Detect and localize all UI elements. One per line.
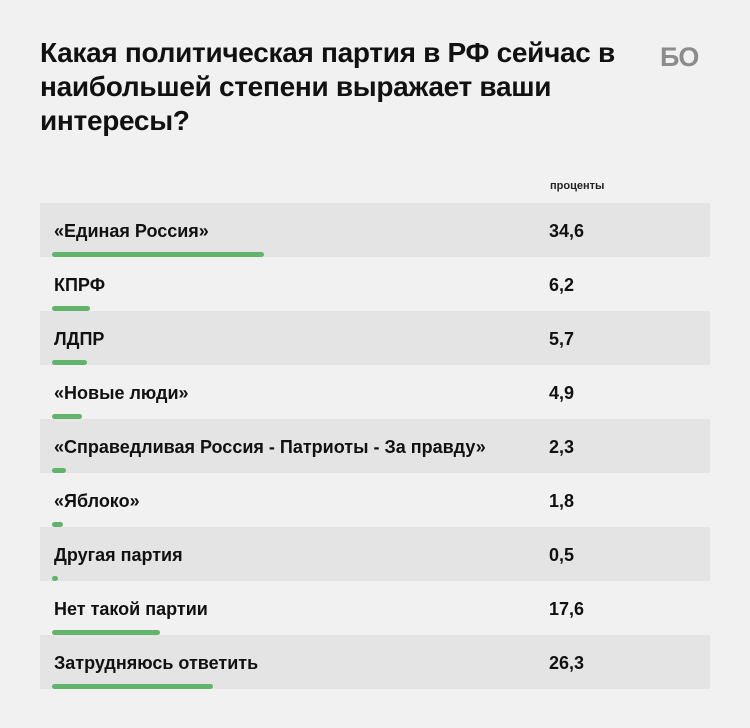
value-label: 26,3 [549,653,585,673]
bar-row: «Яблоко» 1,8 [40,473,710,527]
value-label: 1,8 [549,491,575,511]
category-label: Другая партия [54,545,183,565]
bar-row: «Единая Россия» 34,6 [40,203,710,257]
bar-row: Нет такой партии 17,6 [40,581,710,635]
bar [52,468,67,473]
category-label: «Новые люди» [54,383,189,403]
value-label: 0,5 [549,545,575,565]
category-label: «Яблоко» [54,491,140,511]
chart-title: Какая политическая партия в РФ сейчас в … [40,37,615,136]
bar [52,360,87,365]
bar [52,414,83,419]
category-label: ЛДПР [54,329,105,349]
value-label: 6,2 [549,275,575,295]
category-label: Нет такой партии [54,599,208,619]
bar [52,630,160,635]
value-label: 5,7 [549,329,575,349]
chart-rows: «Единая Россия» 34,6 КПРФ 6,2 ЛДПР 5,7 «Новые … [40,203,710,689]
bar-row: «Справедливая Россия - Патриоты - За пра… [40,419,710,473]
value-label: 4,9 [549,383,575,403]
value-label: 34,6 [549,221,585,241]
bar-row: Затрудняюсь ответить 26,3 [40,635,710,689]
bar [52,576,58,581]
unit-label: проценты [550,180,605,192]
brand-logo: БО [660,42,699,72]
bar-row: ЛДПР 5,7 [40,311,710,365]
value-label: 17,6 [549,599,585,619]
bar [52,522,64,527]
bar-row: Другая партия 0,5 [40,527,710,581]
category-label: Затрудняюсь ответить [54,653,259,673]
bar-row: КПРФ 6,2 [40,257,710,311]
category-label: «Единая Россия» [54,221,209,241]
bar [52,252,264,257]
bar-row: «Новые люди» 4,9 [40,365,710,419]
bar [52,306,90,311]
value-label: 2,3 [549,437,575,457]
bar [52,684,214,689]
category-label: КПРФ [54,275,106,295]
category-label: «Справедливая Россия - Патриоты - За пра… [54,437,486,457]
